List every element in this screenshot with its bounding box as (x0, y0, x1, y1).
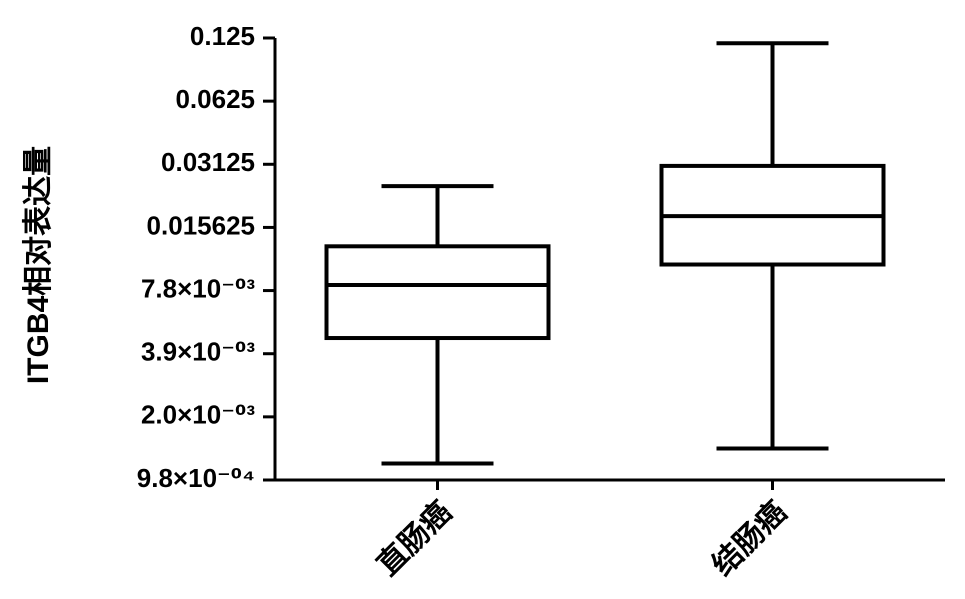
y-tick-label: 0.0625 (175, 84, 255, 114)
y-axis-label: ITGB4相对表达量 (22, 146, 55, 384)
y-tick-label: 2.0×10⁻⁰³ (141, 400, 255, 430)
box (324, 244, 551, 341)
y-tick-label: 0.125 (190, 21, 255, 51)
y-tick-label: 0.03125 (161, 147, 255, 177)
y-tick-label: 0.015625 (147, 210, 255, 240)
y-tick-label: 3.9×10⁻⁰³ (141, 337, 255, 367)
y-tick-label: 9.8×10⁻⁰⁴ (137, 463, 255, 493)
y-tick-label: 7.8×10⁻⁰³ (141, 273, 255, 303)
